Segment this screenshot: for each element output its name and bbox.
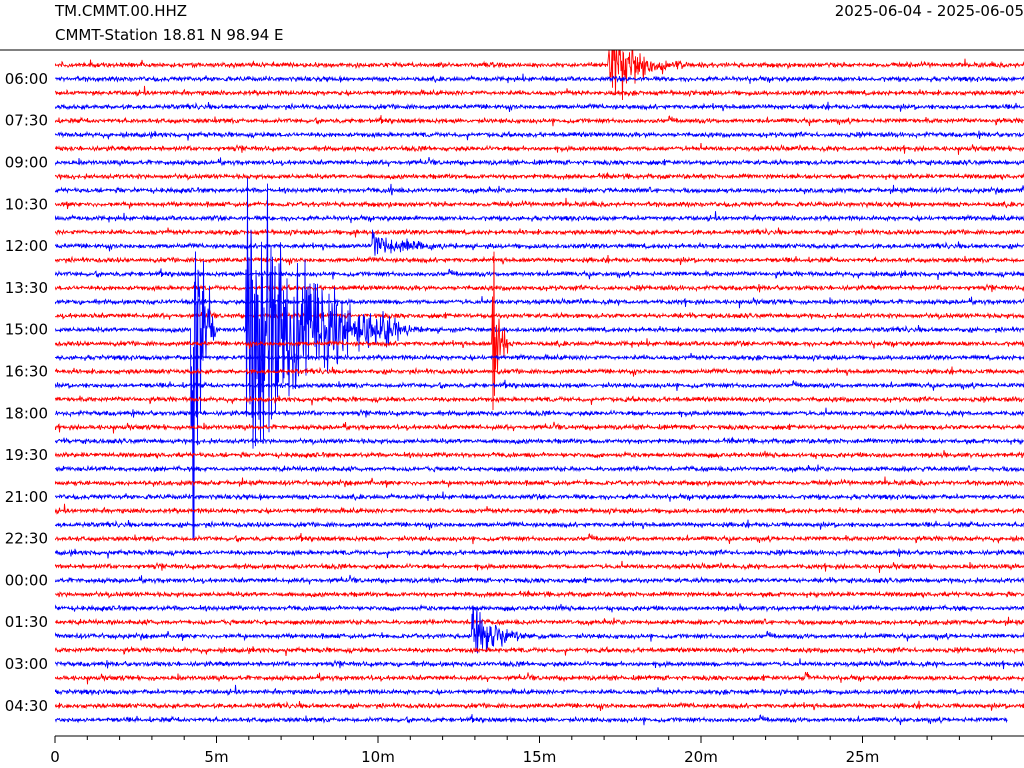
trace-17 <box>55 296 1024 309</box>
y-tick-label: 06:00 <box>5 70 48 88</box>
trace-24 <box>55 395 1024 406</box>
trace-11 <box>55 211 1024 224</box>
trace-29 <box>55 464 1024 474</box>
trace-6 <box>55 142 1024 155</box>
trace-10 <box>55 197 1024 210</box>
x-tick-label: 15m <box>523 748 557 766</box>
trace-3 <box>55 101 1024 113</box>
trace-16 <box>55 283 1024 294</box>
y-tick-label: 19:30 <box>5 446 48 464</box>
seismogram-traces <box>55 50 1024 726</box>
x-tick-label: 10m <box>361 748 395 766</box>
trace-30 <box>55 476 1024 489</box>
trace-39 <box>55 603 1024 613</box>
trace-47 <box>55 714 1008 726</box>
y-tick-label: 04:30 <box>5 697 48 715</box>
x-tick-label: 5m <box>204 748 228 766</box>
x-tick-label: 25m <box>846 748 880 766</box>
y-tick-label: 01:30 <box>5 613 48 631</box>
trace-45 <box>55 684 1024 697</box>
trace-40 <box>55 616 1024 627</box>
trace-0 <box>55 50 1024 101</box>
x-axis: 0 5m 10m 15m 20m 25m <box>50 736 993 766</box>
y-tick-label: 22:30 <box>5 530 48 548</box>
trace-7 <box>55 157 1024 167</box>
y-tick-label: 09:00 <box>5 154 48 172</box>
trace-38 <box>55 589 1024 599</box>
station-description: CMMT-Station 18.81 N 98.94 E <box>55 26 284 44</box>
y-tick-label: 10:30 <box>5 195 48 213</box>
trace-18 <box>55 310 1024 321</box>
y-tick-label: 15:00 <box>5 321 48 339</box>
trace-14 <box>55 254 1024 266</box>
trace-4 <box>55 115 1024 127</box>
trace-22 <box>55 366 1024 377</box>
trace-1 <box>55 73 1024 84</box>
y-tick-label: 07:30 <box>5 112 48 130</box>
trace-5 <box>55 130 1024 141</box>
y-tick-label: 18:00 <box>5 404 48 422</box>
trace-42 <box>55 645 1024 657</box>
x-tick-label: 0 <box>50 748 60 766</box>
y-tick-label: 21:00 <box>5 488 48 506</box>
trace-32 <box>55 503 1024 516</box>
trace-26 <box>55 421 1024 434</box>
trace-34 <box>55 533 1024 545</box>
trace-41 <box>55 605 1024 654</box>
trace-13 <box>55 229 1024 256</box>
trace-15 <box>55 268 1024 280</box>
trace-19 <box>55 177 1024 541</box>
trace-33 <box>55 519 1024 530</box>
y-tick-label: 12:00 <box>5 237 48 255</box>
station-code: TM.CMMT.00.HHZ <box>55 2 188 20</box>
date-range: 2025-06-04 - 2025-06-05 <box>834 2 1024 20</box>
y-tick-label: 03:00 <box>5 655 48 673</box>
trace-12 <box>55 227 1024 238</box>
trace-25 <box>55 407 1024 418</box>
trace-21 <box>55 350 1024 362</box>
trace-2 <box>55 85 1024 98</box>
y-tick-label: 16:30 <box>5 362 48 380</box>
x-tick-label: 20m <box>684 748 718 766</box>
trace-35 <box>55 548 1024 559</box>
y-axis: 06:00 07:30 09:00 10:30 12:00 13:30 15:00 16:30… <box>5 70 48 715</box>
trace-27 <box>55 436 1024 446</box>
y-tick-label: 00:00 <box>5 571 48 589</box>
trace-8 <box>55 171 1024 181</box>
trace-20 <box>55 251 1024 411</box>
trace-9 <box>55 183 1024 196</box>
trace-36 <box>55 560 1024 573</box>
trace-37 <box>55 574 1024 585</box>
trace-28 <box>55 450 1024 460</box>
trace-43 <box>55 658 1024 670</box>
trace-46 <box>55 700 1024 711</box>
trace-23 <box>55 379 1024 391</box>
trace-44 <box>55 671 1024 685</box>
trace-31 <box>55 491 1024 502</box>
y-tick-label: 13:30 <box>5 279 48 297</box>
